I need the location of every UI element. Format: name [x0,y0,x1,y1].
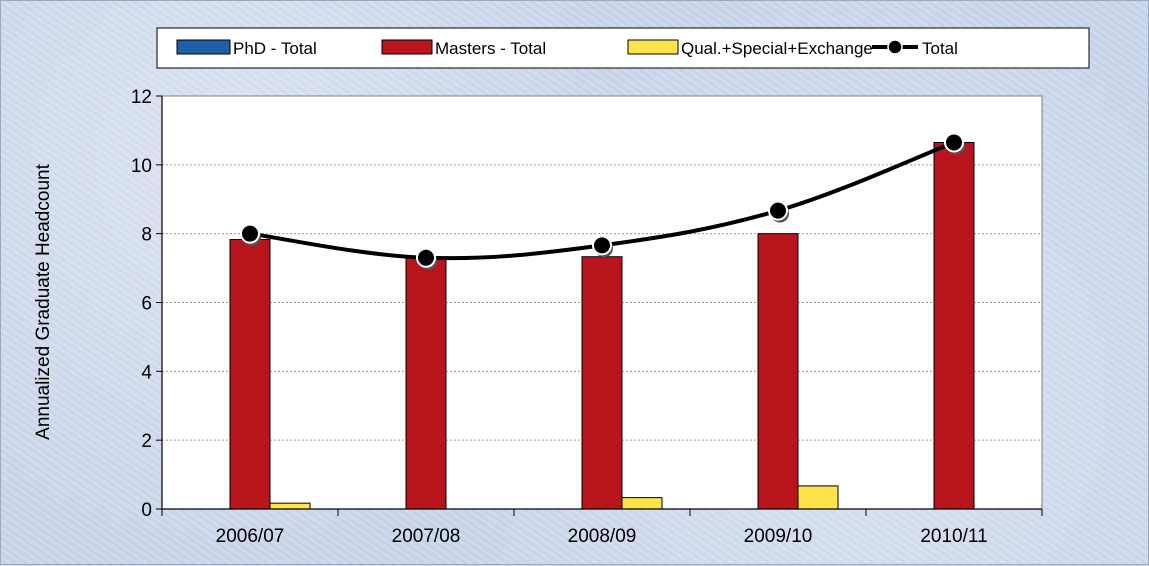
y-axis-title: Annualized Graduate Headcount [33,163,54,439]
bar-masters-total [757,233,799,510]
bar-masters-total [229,239,271,510]
bar-qual-special-exchange [621,497,663,510]
legend-label: PhD - Total [233,39,317,58]
y-tick-label: 6 [141,294,152,315]
legend-label: Masters - Total [435,39,546,58]
total-point [416,247,436,268]
total-point [592,235,612,256]
total-point [768,200,788,221]
legend-box [156,27,1090,69]
y-tick-label: 10 [131,156,152,177]
bar-qual-special-exchange [269,502,311,510]
bar-masters-total [581,256,623,510]
bar-masters-total [405,257,447,510]
y-tick-labels: 0 2 4 6 8 10 12 [131,87,153,521]
x-tick-labels: 2006/07 2007/08 2008/09 2009/10 2010/11 [216,526,988,547]
bar-qual-special-exchange [797,485,839,510]
legend-label: Total [922,39,958,58]
total-point [240,223,260,244]
axes [156,95,1043,516]
legend-marker [887,39,903,55]
y-tick-label: 12 [131,87,152,108]
total-line-group [240,132,965,270]
x-tick-label: 2008/09 [568,526,637,547]
legend-label: Qual.+Special+Exchange [681,39,873,58]
y-tick-label: 8 [141,225,152,246]
total-point [944,132,964,153]
y-tick-label: 0 [141,500,152,521]
y-tick-label: 2 [141,431,152,452]
x-tick-label: 2010/11 [920,526,987,547]
legend-swatch [176,39,231,55]
bar-masters-total [933,141,975,510]
legend: PhD - Total Masters - Total Qual.+Special+… [176,39,958,58]
x-tick-label: 2007/08 [392,526,461,547]
legend-swatch [381,39,433,55]
x-tick-label: 2006/07 [216,526,285,547]
legend-swatch [627,39,679,55]
x-tick-label: 2009/10 [744,526,813,547]
bars [229,141,975,510]
y-tick-label: 4 [141,362,152,383]
